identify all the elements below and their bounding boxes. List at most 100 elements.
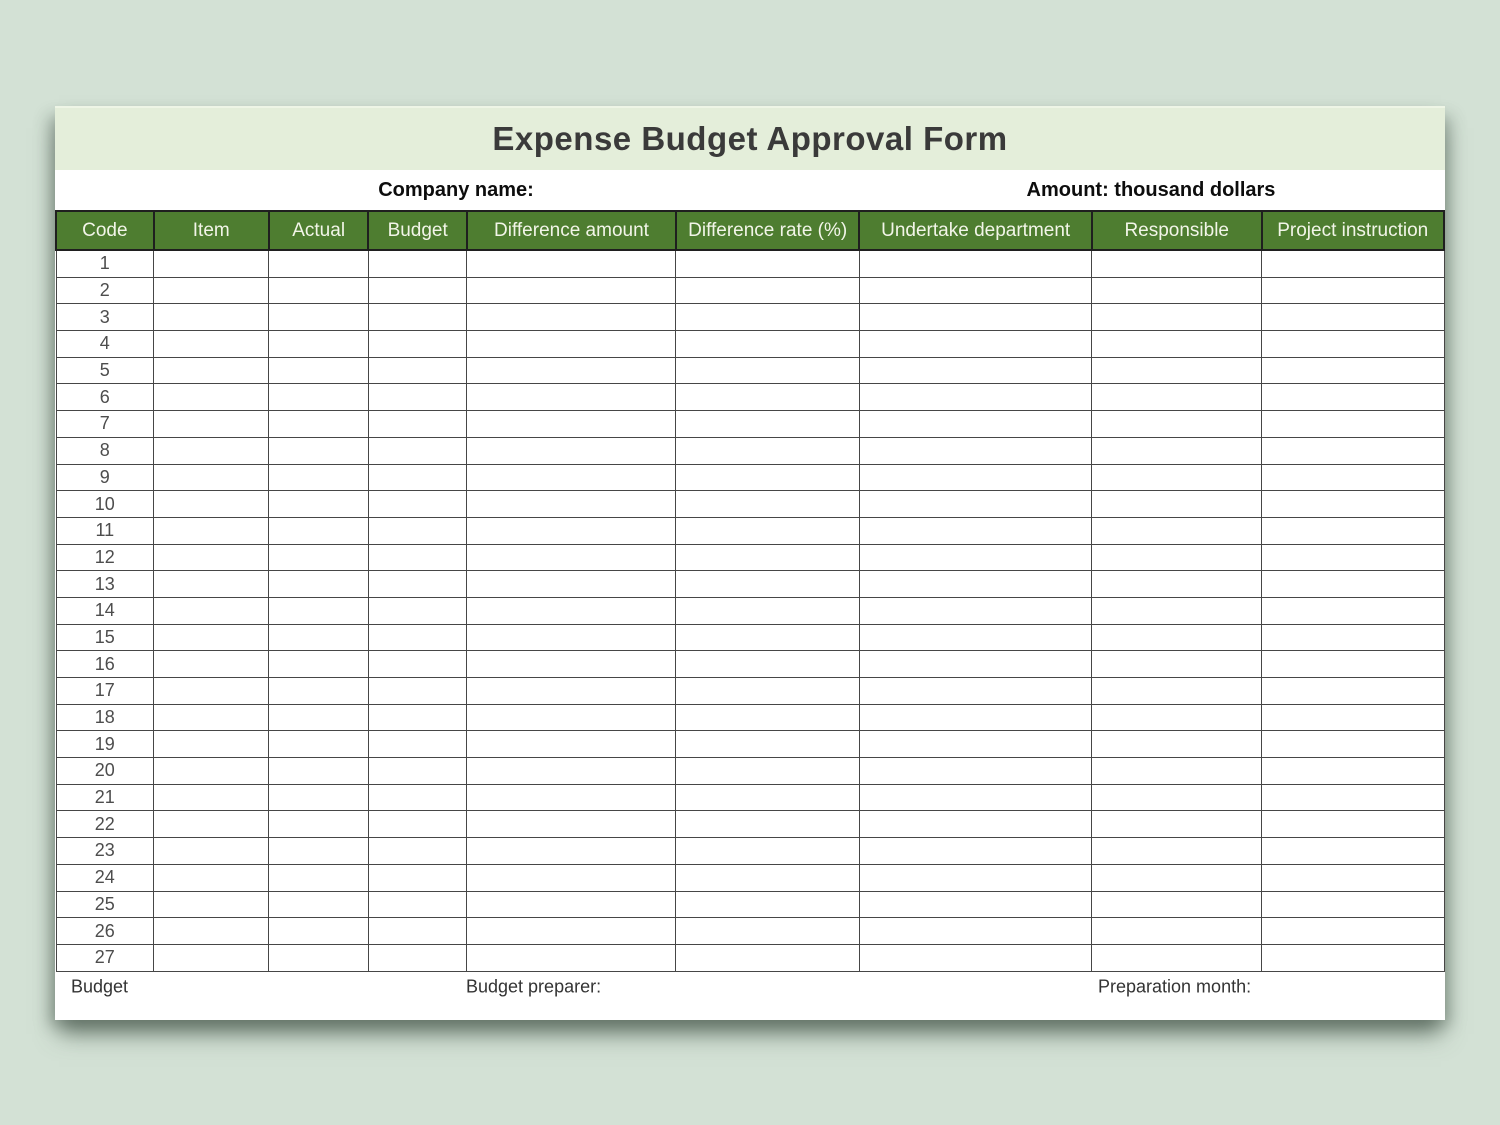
empty-cell[interactable] [858, 303, 1093, 332]
empty-cell[interactable] [675, 837, 860, 865]
empty-cell[interactable] [675, 463, 860, 492]
empty-cell[interactable] [268, 810, 369, 839]
empty-cell[interactable] [675, 570, 860, 598]
empty-cell[interactable] [1261, 677, 1445, 705]
empty-cell[interactable] [1091, 356, 1262, 385]
empty-cell[interactable] [1091, 436, 1262, 465]
empty-cell[interactable] [675, 757, 860, 785]
empty-cell[interactable] [153, 330, 270, 358]
empty-cell[interactable] [858, 490, 1093, 518]
empty-cell[interactable] [1261, 330, 1445, 358]
empty-cell[interactable] [858, 730, 1093, 759]
empty-cell[interactable] [367, 863, 468, 892]
empty-cell[interactable] [153, 596, 270, 625]
empty-cell[interactable] [1261, 410, 1445, 438]
empty-cell[interactable] [367, 730, 468, 759]
empty-cell[interactable] [1091, 730, 1262, 759]
empty-cell[interactable] [466, 543, 677, 572]
empty-cell[interactable] [466, 783, 677, 812]
empty-cell[interactable] [1261, 863, 1445, 892]
empty-cell[interactable] [367, 677, 468, 705]
empty-cell[interactable] [367, 703, 468, 732]
empty-cell[interactable] [153, 623, 270, 652]
empty-cell[interactable] [1261, 730, 1445, 759]
empty-cell[interactable] [367, 543, 468, 572]
empty-cell[interactable] [268, 890, 369, 919]
empty-cell[interactable] [1261, 436, 1445, 465]
empty-cell[interactable] [268, 303, 369, 332]
empty-cell[interactable] [367, 890, 468, 919]
empty-cell[interactable] [367, 410, 468, 438]
empty-cell[interactable] [1261, 596, 1445, 625]
empty-cell[interactable] [367, 383, 468, 412]
empty-cell[interactable] [268, 436, 369, 465]
empty-cell[interactable] [153, 410, 270, 438]
empty-cell[interactable] [858, 356, 1093, 385]
empty-cell[interactable] [268, 249, 369, 278]
empty-cell[interactable] [153, 890, 270, 919]
empty-cell[interactable] [675, 890, 860, 919]
empty-cell[interactable] [858, 917, 1093, 945]
empty-cell[interactable] [153, 490, 270, 518]
empty-cell[interactable] [466, 943, 677, 972]
empty-cell[interactable] [1091, 516, 1262, 545]
empty-cell[interactable] [466, 330, 677, 358]
empty-cell[interactable] [153, 436, 270, 465]
empty-cell[interactable] [466, 890, 677, 919]
empty-cell[interactable] [367, 783, 468, 812]
empty-cell[interactable] [367, 303, 468, 332]
empty-cell[interactable] [1261, 783, 1445, 812]
empty-cell[interactable] [268, 837, 369, 865]
empty-cell[interactable] [675, 650, 860, 678]
empty-cell[interactable] [466, 356, 677, 385]
empty-cell[interactable] [1091, 890, 1262, 919]
empty-cell[interactable] [153, 837, 270, 865]
empty-cell[interactable] [466, 436, 677, 465]
empty-cell[interactable] [675, 383, 860, 412]
empty-cell[interactable] [367, 650, 468, 678]
empty-cell[interactable] [268, 757, 369, 785]
empty-cell[interactable] [466, 757, 677, 785]
empty-cell[interactable] [858, 837, 1093, 865]
empty-cell[interactable] [858, 383, 1093, 412]
empty-cell[interactable] [1261, 703, 1445, 732]
empty-cell[interactable] [268, 943, 369, 972]
empty-cell[interactable] [858, 677, 1093, 705]
empty-cell[interactable] [1261, 757, 1445, 785]
empty-cell[interactable] [268, 703, 369, 732]
empty-cell[interactable] [675, 490, 860, 518]
empty-cell[interactable] [268, 596, 369, 625]
empty-cell[interactable] [153, 276, 270, 305]
empty-cell[interactable] [153, 730, 270, 759]
empty-cell[interactable] [1261, 650, 1445, 678]
empty-cell[interactable] [367, 757, 468, 785]
empty-cell[interactable] [675, 356, 860, 385]
empty-cell[interactable] [268, 623, 369, 652]
empty-cell[interactable] [367, 516, 468, 545]
empty-cell[interactable] [153, 677, 270, 705]
empty-cell[interactable] [268, 917, 369, 945]
empty-cell[interactable] [268, 410, 369, 438]
empty-cell[interactable] [1091, 650, 1262, 678]
empty-cell[interactable] [367, 356, 468, 385]
empty-cell[interactable] [367, 623, 468, 652]
empty-cell[interactable] [1091, 276, 1262, 305]
empty-cell[interactable] [367, 330, 468, 358]
empty-cell[interactable] [367, 249, 468, 278]
empty-cell[interactable] [1091, 410, 1262, 438]
empty-cell[interactable] [153, 356, 270, 385]
empty-cell[interactable] [153, 917, 270, 945]
empty-cell[interactable] [466, 863, 677, 892]
empty-cell[interactable] [1261, 570, 1445, 598]
empty-cell[interactable] [675, 623, 860, 652]
empty-cell[interactable] [466, 837, 677, 865]
empty-cell[interactable] [466, 410, 677, 438]
empty-cell[interactable] [466, 490, 677, 518]
empty-cell[interactable] [1091, 330, 1262, 358]
empty-cell[interactable] [675, 730, 860, 759]
empty-cell[interactable] [466, 463, 677, 492]
empty-cell[interactable] [466, 677, 677, 705]
empty-cell[interactable] [268, 356, 369, 385]
empty-cell[interactable] [153, 249, 270, 278]
empty-cell[interactable] [1091, 837, 1262, 865]
